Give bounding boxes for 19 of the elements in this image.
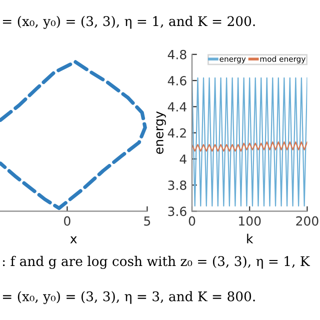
line-series — [192, 141, 308, 152]
x-axis-title: k — [247, 234, 254, 244]
x-tick-label: 5 — [144, 216, 150, 226]
y-tick-label: 3.8 — [168, 180, 186, 190]
x-tick-label: 0 — [64, 216, 70, 226]
text: = (x₀, y₀) = (3, 3), η = 1, and K = 200. — [3, 16, 255, 29]
text: = (x₀, y₀) = (3, 3), η = 3, and K = 800. — [3, 291, 255, 304]
text: : f and g are log cosh with z₀ = (3, 3), η = 1, K — [2, 256, 310, 269]
y-tick-label: 4.6 — [168, 76, 186, 86]
x-tick-label: 200 — [296, 216, 318, 226]
x-axis-title: x — [70, 236, 77, 244]
y-tick-label: 4.8 — [168, 50, 186, 60]
y-axis-title: energy — [156, 111, 166, 154]
y-tick-label: 3.6 — [168, 206, 186, 216]
x-tick-label: 100 — [239, 216, 261, 226]
y-tick-label: 4 — [180, 154, 186, 164]
y-tick-label: 4.4 — [168, 102, 186, 112]
y-tick-label: 4.2 — [168, 128, 186, 138]
x-tick-label: 0 — [188, 216, 196, 226]
